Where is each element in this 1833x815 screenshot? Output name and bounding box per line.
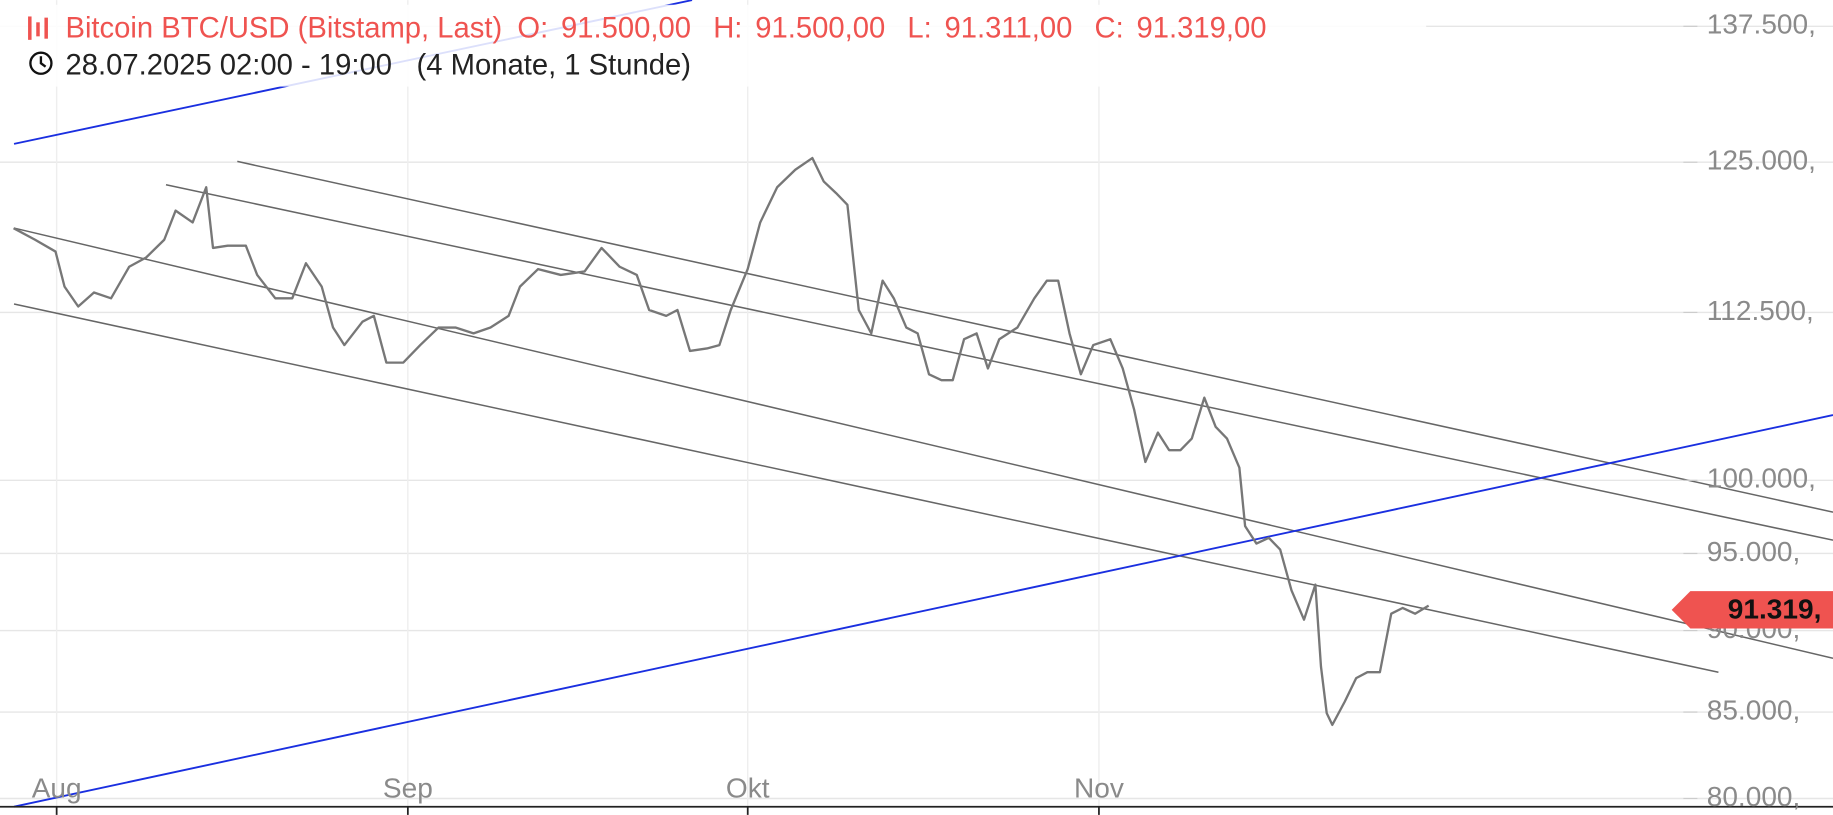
channel-line	[13, 227, 1833, 659]
clock-icon	[29, 51, 53, 75]
y-tick-label: 137.500,	[1707, 9, 1816, 40]
header-line: Bitcoin BTC/USD (Bitstamp, Last) O: 91.5…	[65, 12, 1266, 44]
y-tick-label: 100.000,	[1707, 463, 1816, 494]
last-price-tag: 91.319,	[1671, 591, 1833, 629]
last-price-badge	[1671, 591, 1833, 629]
last-price-label: 91.319,	[1728, 593, 1822, 624]
price-series	[13, 156, 1430, 727]
x-tick-label: Aug	[32, 773, 82, 804]
axes: 137.500, 125.000, 112.500, 100.000, 95.000, 9…	[0, 9, 1833, 815]
y-tick-label: 80.000,	[1707, 781, 1801, 812]
subtitle-line: 28.07.2025 02:00 - 19:00 (4 Monate, 1 St…	[65, 49, 691, 81]
channel-line	[165, 184, 1833, 541]
channel-line	[237, 160, 1833, 513]
y-tick-label: 125.000,	[1707, 145, 1816, 176]
ohlc-label: O:	[517, 12, 548, 44]
ohlc-value: 91.311,00	[945, 12, 1073, 44]
trend-line	[13, 414, 1833, 808]
ohlc-value: 91.500,00	[561, 12, 691, 44]
ohlc-value: 91.500,00	[755, 12, 885, 44]
header-bg	[0, 4, 1427, 87]
price-line	[13, 156, 1430, 727]
ohlc-value: 91.319,00	[1137, 12, 1267, 44]
x-tick-label: Okt	[726, 773, 770, 804]
y-tick-label: 112.500,	[1707, 295, 1814, 326]
y-tick-label: 95.000,	[1707, 536, 1801, 567]
subtitle: 28.07.2025 02:00 - 19:00	[65, 49, 392, 81]
y-tick-label: 85.000,	[1707, 694, 1801, 725]
symbol-icon	[28, 16, 48, 40]
period: (4 Monate, 1 Stunde)	[417, 49, 692, 81]
x-tick-label: Sep	[383, 773, 433, 804]
title: Bitcoin BTC/USD (Bitstamp, Last)	[65, 12, 502, 44]
trend-lines	[13, 0, 1833, 808]
ohlc-label: H:	[713, 12, 742, 44]
ohlc-label: L:	[907, 12, 931, 44]
channel-line	[13, 303, 1719, 674]
x-tick-label: Nov	[1074, 773, 1124, 804]
ohlc-label: C:	[1095, 12, 1124, 44]
